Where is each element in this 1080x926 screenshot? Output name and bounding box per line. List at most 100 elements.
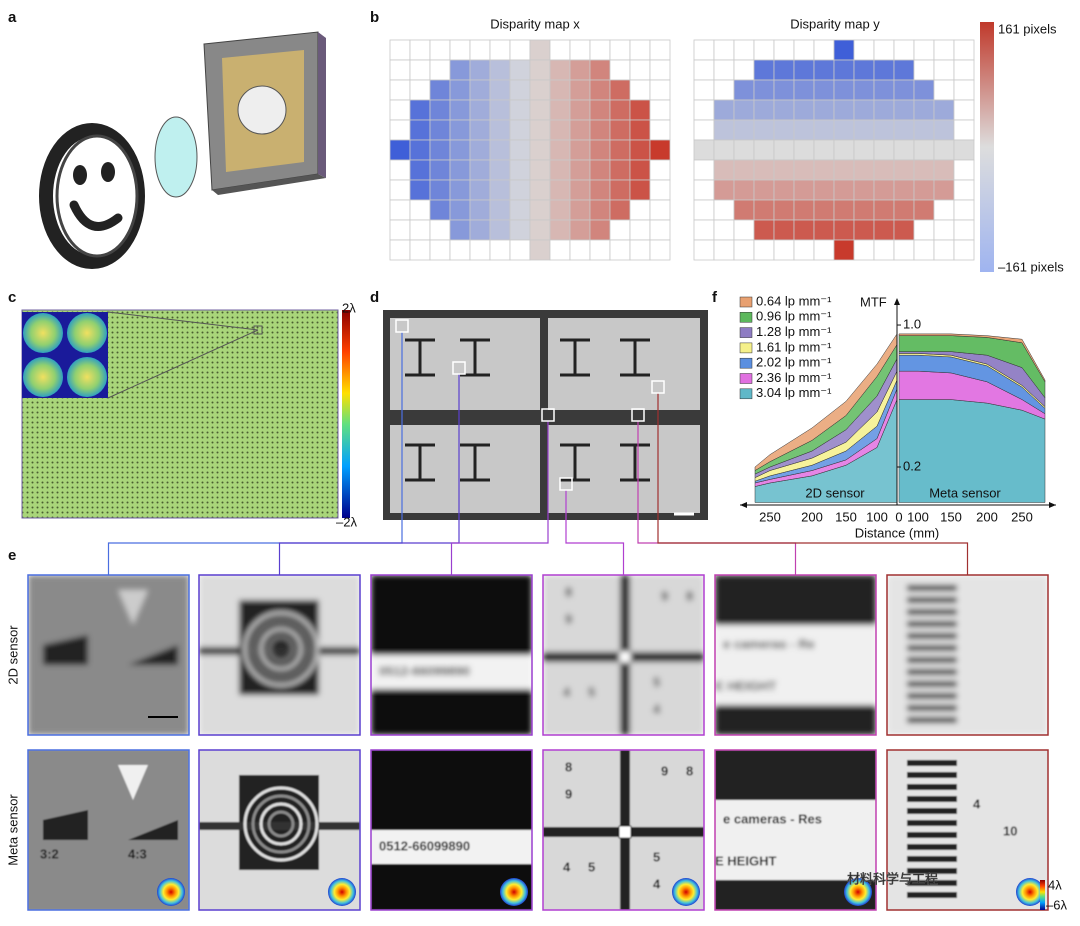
disparity-cell — [773, 199, 795, 221]
disparity-cell — [509, 59, 531, 81]
cell-frame — [542, 749, 705, 911]
panel-e: 2D sensor Meta sensor 0512-66099890 8 9 9 8 4 5 5… — [5, 319, 1049, 911]
colorbar-max: 2λ — [342, 300, 356, 315]
disparity-cell — [549, 179, 571, 201]
disparity-cell — [609, 119, 631, 141]
disparity-cell — [693, 219, 715, 241]
disparity-cell — [873, 159, 895, 181]
row-label: 2D sensor — [5, 625, 20, 685]
bar-pattern — [907, 784, 957, 790]
psf-colorbar-min: –6λ — [1046, 897, 1067, 912]
image-text: 3:2 — [40, 846, 59, 861]
disparity-cell — [589, 119, 611, 141]
shape — [199, 647, 360, 655]
disparity-cell — [853, 219, 875, 241]
disparity-cell — [933, 119, 955, 141]
disparity-cell — [489, 239, 511, 261]
disparity-cell — [509, 99, 531, 121]
cell-image — [199, 575, 360, 735]
disparity-cell — [409, 159, 431, 181]
bar-pattern — [907, 669, 957, 675]
disparity-cell — [893, 159, 915, 181]
bar-pattern — [907, 597, 957, 603]
disparity-cell — [629, 119, 651, 141]
shape — [128, 820, 178, 840]
disparity-cell — [753, 239, 775, 261]
disparity-cell — [953, 79, 975, 101]
disparity-cell — [549, 39, 571, 61]
disparity-cell — [549, 219, 571, 241]
disparity-cell — [609, 39, 631, 61]
colorbar-min: –161 pixels — [998, 259, 1064, 274]
disparity-cell — [713, 239, 735, 261]
disparity-cell — [893, 139, 915, 161]
disparity-cell — [609, 99, 631, 121]
panel-label: f — [712, 289, 718, 306]
image-text: 9 — [565, 611, 572, 626]
connector — [565, 490, 625, 575]
disparity-cell — [469, 99, 491, 121]
disparity-cell — [489, 119, 511, 141]
psf — [157, 878, 185, 906]
disparity-cell — [629, 59, 651, 81]
cell-frame — [886, 749, 1049, 911]
disparity-cell — [933, 199, 955, 221]
cell-image: e cameras - Res E HEIGHT — [715, 750, 876, 910]
disparity-cell — [529, 119, 551, 141]
x-axis-label: Distance (mm) — [855, 525, 940, 540]
disparity-cell — [389, 179, 411, 201]
disparity-cell — [469, 59, 491, 81]
disparity-cell — [693, 79, 715, 101]
disparity-cell — [853, 39, 875, 61]
shape — [118, 765, 148, 800]
shape — [43, 635, 88, 665]
shape — [128, 645, 178, 665]
disparity-cell — [833, 99, 855, 121]
disparity-cell — [589, 239, 611, 261]
disparity-cell — [449, 99, 471, 121]
ring — [243, 786, 319, 862]
disparity-cell — [753, 79, 775, 101]
bar-pattern — [907, 772, 957, 778]
panel-label: c — [8, 289, 16, 306]
ring — [243, 611, 319, 687]
psf — [672, 878, 700, 906]
annotation: Meta sensor — [929, 485, 1001, 500]
disparity-cell — [873, 219, 895, 241]
bar-pattern — [907, 621, 957, 627]
disparity-cell — [429, 199, 451, 221]
bar-pattern — [907, 892, 957, 898]
disparity-cell — [649, 199, 671, 221]
disparity-cell — [873, 39, 895, 61]
disparity-cell — [933, 139, 955, 161]
disparity-cell — [529, 199, 551, 221]
disparity-cell — [813, 39, 835, 61]
area-segment — [898, 333, 1046, 383]
disparity-cell — [489, 219, 511, 241]
disparity-cell — [833, 239, 855, 261]
psf — [844, 878, 872, 906]
cell-image: 8 9 9 8 4 5 5 4 — [543, 750, 704, 910]
disparity-cell — [793, 59, 815, 81]
roi-box — [651, 380, 665, 394]
disparity-cell — [469, 39, 491, 61]
disparity-cell — [833, 59, 855, 81]
disparity-cell — [813, 239, 835, 261]
legend-label: 1.28 lp mm⁻¹ — [756, 324, 832, 339]
x-tick-label: 200 — [976, 509, 998, 524]
disparity-cell — [629, 199, 651, 221]
disparity-cell — [913, 199, 935, 221]
disparity-cell — [649, 99, 671, 121]
cell-image: e cameras - Re E HEIGHT — [715, 575, 876, 735]
disparity-cell — [589, 79, 611, 101]
disparity-cell — [713, 159, 735, 181]
psf-colorbar-max: 4λ — [1048, 877, 1062, 892]
legend-label: 2.36 lp mm⁻¹ — [756, 370, 832, 385]
disparity-cell — [773, 179, 795, 201]
psf — [328, 878, 356, 906]
image-text: e cameras - Re — [723, 636, 815, 651]
image-text: 9 — [661, 763, 668, 778]
disparity-cell — [753, 99, 775, 121]
disparity-cell — [449, 139, 471, 161]
image-text: 10 — [1003, 823, 1017, 838]
